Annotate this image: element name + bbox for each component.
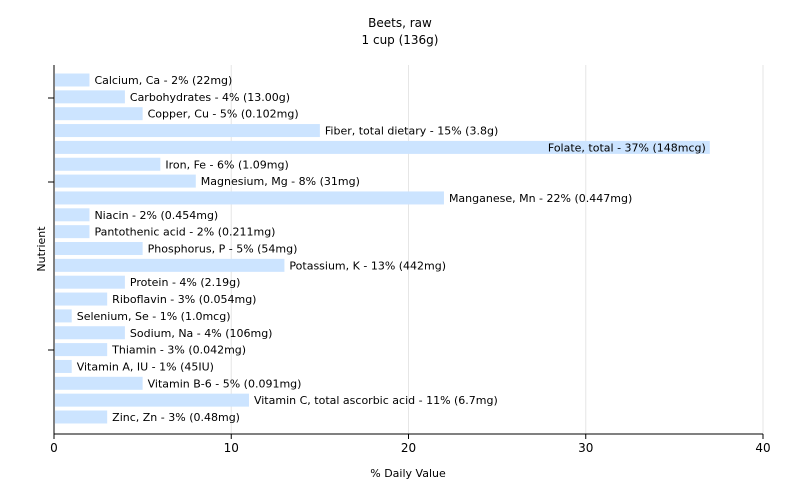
bar-label: Niacin - 2% (0.454mg) <box>94 209 218 222</box>
bar <box>55 343 108 357</box>
y-axis-label: Nutrient <box>35 226 48 272</box>
bar-label: Copper, Cu - 5% (0.102mg) <box>148 108 299 121</box>
bar-label: Vitamin B-6 - 5% (0.091mg) <box>148 377 302 390</box>
bar <box>55 90 125 104</box>
bar-label: Fiber, total dietary - 15% (3.8g) <box>325 125 498 138</box>
bar <box>55 157 161 171</box>
bar <box>55 191 444 205</box>
bar <box>55 107 143 121</box>
bar <box>55 174 196 188</box>
bar-label: Vitamin A, IU - 1% (45IU) <box>77 360 214 373</box>
bar <box>55 124 320 138</box>
bar <box>55 275 125 289</box>
bar-label: Vitamin C, total ascorbic acid - 11% (6.… <box>254 394 498 407</box>
y-ticks <box>48 97 54 351</box>
x-tick-label: 30 <box>578 441 593 455</box>
bar-label: Pantothenic acid - 2% (0.211mg) <box>94 226 275 239</box>
bar-label: Thiamin - 3% (0.042mg) <box>111 344 246 357</box>
gridlines <box>230 65 764 434</box>
bars <box>55 73 710 424</box>
x-tick-label: 0 <box>50 441 58 455</box>
x-tick-label: 20 <box>401 441 416 455</box>
bar-label: Sodium, Na - 4% (106mg) <box>130 327 273 340</box>
bar-label: Zinc, Zn - 3% (0.48mg) <box>112 411 240 424</box>
bar <box>55 73 90 87</box>
bar-label: Magnesium, Mg - 8% (31mg) <box>201 175 360 188</box>
bar-label: Iron, Fe - 6% (1.09mg) <box>165 158 288 171</box>
x-ticks: 0 10 20 30 40 <box>50 434 771 455</box>
bar-label: Protein - 4% (2.19g) <box>130 276 241 289</box>
bar <box>55 410 108 424</box>
x-tick-label: 10 <box>224 441 239 455</box>
bar-label: Folate, total - 37% (148mcg) <box>548 141 706 154</box>
bar <box>55 326 125 340</box>
bar <box>55 242 143 255</box>
bar-labels: Calcium, Ca - 2% (22mg) Carbohydrates - 4… <box>77 74 706 424</box>
bar <box>55 359 72 373</box>
x-tick-label: 40 <box>755 441 770 455</box>
bar <box>55 225 90 239</box>
x-axis-label: % Daily Value <box>370 467 446 480</box>
bar <box>55 140 710 154</box>
bar <box>55 292 108 306</box>
bar-label: Carbohydrates - 4% (13.00g) <box>130 91 290 104</box>
bar-label: Phosphorus, P - 5% (54mg) <box>148 243 298 256</box>
bar-label: Calcium, Ca - 2% (22mg) <box>94 74 232 87</box>
bar <box>55 376 143 390</box>
bar-label: Potassium, K - 13% (442mg) <box>289 259 446 272</box>
bar <box>55 208 90 222</box>
bar <box>55 258 285 272</box>
bar-label: Manganese, Mn - 22% (0.447mg) <box>449 192 632 205</box>
chart-title: Beets, raw <box>368 16 432 30</box>
bar <box>55 393 249 407</box>
chart-subtitle: 1 cup (136g) <box>362 33 439 47</box>
bar-label: Selenium, Se - 1% (1.0mcg) <box>77 310 231 323</box>
bar <box>55 309 72 323</box>
bar-label: Riboflavin - 3% (0.054mg) <box>112 293 256 306</box>
